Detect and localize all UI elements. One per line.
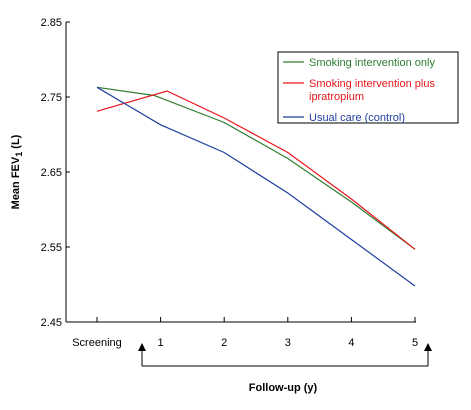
x-tick-label: Screening — [72, 337, 122, 349]
x-tick-label: 1 — [158, 337, 164, 349]
x-axis-title: Follow-up (y) — [249, 382, 318, 394]
x-tick-label: 5 — [412, 337, 418, 349]
y-tick-label: 2.65 — [41, 167, 62, 179]
y-tick-label: 2.45 — [41, 317, 62, 329]
x-tick-label: 2 — [221, 337, 227, 349]
x-tick-label: 3 — [285, 337, 291, 349]
y-tick-label: 2.85 — [41, 17, 62, 29]
legend-label-3: Usual care (control) — [309, 112, 405, 124]
x-tick-label: 4 — [348, 337, 354, 349]
follow-up-bracket — [142, 347, 428, 366]
legend-label-1: Smoking intervention only — [309, 57, 435, 69]
y-tick-label: 2.75 — [41, 92, 62, 104]
y-tick-label: 2.55 — [41, 242, 62, 254]
y-axis-title: Mean FEV1 (L) — [10, 134, 24, 209]
